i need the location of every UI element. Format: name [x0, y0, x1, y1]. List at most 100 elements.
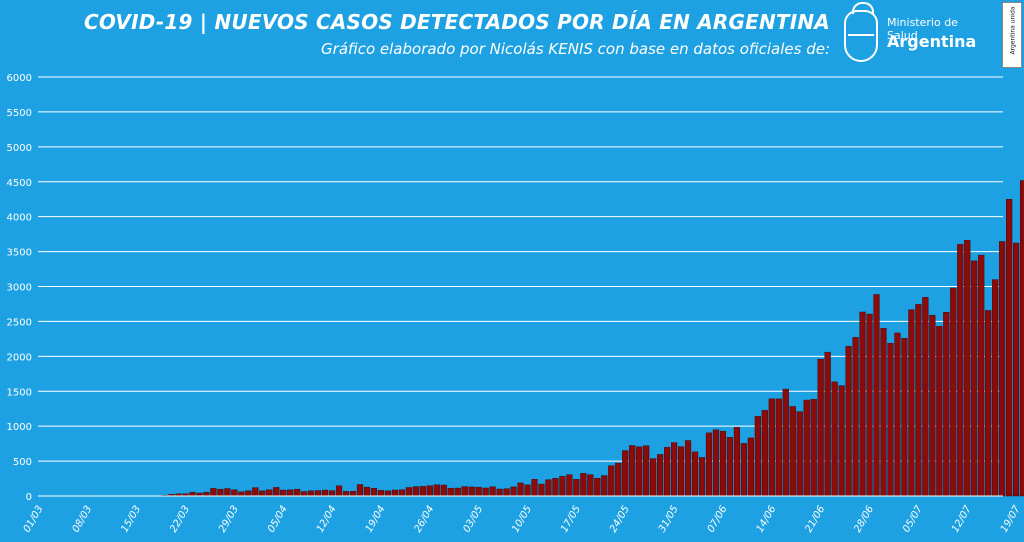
bar — [671, 442, 678, 497]
bar — [971, 260, 978, 497]
bar — [384, 490, 391, 497]
bar — [957, 244, 964, 497]
x-tick-label: 15/03 — [119, 504, 143, 534]
bar — [796, 411, 803, 497]
x-tick-label: 10/05 — [510, 504, 534, 534]
bar — [545, 479, 552, 497]
bar — [419, 486, 426, 497]
bar — [259, 490, 266, 497]
x-tick-label: 19/04 — [364, 504, 388, 534]
x-tick-label: 24/05 — [608, 504, 632, 534]
bar — [468, 486, 475, 497]
coat-of-arms-icon — [844, 2, 878, 62]
bar — [866, 313, 873, 497]
x-tick-label: 07/06 — [706, 504, 730, 534]
bar — [901, 337, 908, 497]
bar — [454, 487, 461, 497]
x-tick-label: 21/06 — [803, 504, 827, 534]
bar — [978, 254, 985, 497]
x-tick-label: 17/05 — [559, 504, 583, 534]
bar — [964, 240, 971, 497]
bar — [636, 446, 643, 497]
y-tick-label: 1000 — [7, 422, 32, 433]
x-tick-label: 05/04 — [266, 504, 290, 534]
bar — [538, 483, 545, 497]
bar — [664, 447, 671, 497]
x-tick-label: 08/03 — [71, 504, 95, 534]
bar — [747, 437, 754, 497]
bar — [643, 445, 650, 497]
x-tick-label: 01/03 — [22, 504, 46, 534]
bar — [524, 484, 531, 497]
bar — [601, 475, 608, 497]
bar — [999, 241, 1006, 497]
x-tick-label: 12/04 — [315, 504, 339, 534]
y-tick-label: 3000 — [7, 283, 32, 294]
bar — [922, 297, 929, 497]
ministry-name: Ministerio de Salud — [887, 16, 958, 42]
bar — [831, 381, 838, 497]
bar — [587, 474, 594, 497]
bar — [433, 484, 440, 497]
bar — [398, 489, 405, 497]
bar — [273, 487, 280, 497]
x-tick-label: 05/07 — [901, 503, 925, 534]
chart-title: COVID-19 | NUEVOS CASOS DETECTADOS POR D… — [84, 10, 830, 34]
bar — [650, 458, 657, 497]
bar — [315, 490, 322, 497]
bar — [915, 304, 922, 497]
bar — [712, 429, 720, 497]
bar — [559, 476, 566, 497]
x-tick-label: 31/05 — [657, 504, 681, 534]
y-tick-label: 6000 — [7, 73, 32, 84]
y-tick-label: 4500 — [7, 178, 32, 189]
x-tick-label: 26/04 — [413, 504, 437, 534]
y-tick-label: 3500 — [7, 248, 32, 259]
x-tick-label: 29/03 — [217, 504, 241, 534]
bar — [992, 279, 999, 497]
bar — [726, 437, 734, 497]
bar — [761, 410, 768, 497]
bar — [238, 491, 245, 497]
bar — [622, 450, 629, 497]
y-tick-label: 5000 — [7, 143, 32, 154]
bar — [363, 486, 371, 497]
bar — [629, 445, 636, 497]
bar — [873, 294, 880, 497]
bar — [287, 489, 294, 497]
bar — [985, 310, 992, 497]
bar — [908, 309, 915, 497]
bar — [391, 489, 398, 497]
bar — [370, 488, 378, 497]
bar — [412, 486, 419, 497]
bar — [943, 311, 950, 497]
bar — [705, 432, 713, 497]
bar — [817, 359, 824, 497]
bar — [608, 465, 615, 497]
bar — [280, 489, 287, 497]
y-tick-label: 0 — [26, 492, 32, 503]
x-tick-label: 14/06 — [755, 504, 779, 534]
bar — [880, 328, 887, 497]
bar — [1020, 180, 1024, 497]
x-tick-label: 12/07 — [950, 503, 974, 534]
bar — [838, 385, 845, 497]
y-tick-label: 4000 — [7, 213, 32, 224]
bar — [252, 487, 259, 497]
bar — [887, 342, 894, 497]
bar — [803, 399, 810, 497]
bar — [231, 489, 238, 497]
bar — [342, 491, 350, 497]
bar — [517, 482, 524, 497]
y-tick-label: 1500 — [7, 387, 32, 398]
x-tick-label: 19/07 — [999, 503, 1023, 534]
bar — [936, 325, 943, 497]
bar — [475, 486, 482, 497]
bar — [294, 489, 301, 497]
bar — [573, 479, 580, 497]
bar — [356, 484, 364, 497]
bar — [852, 337, 859, 497]
chart-subtitle: Gráfico elaborado por Nicolás KENIS con … — [321, 40, 830, 58]
bar — [929, 314, 936, 497]
